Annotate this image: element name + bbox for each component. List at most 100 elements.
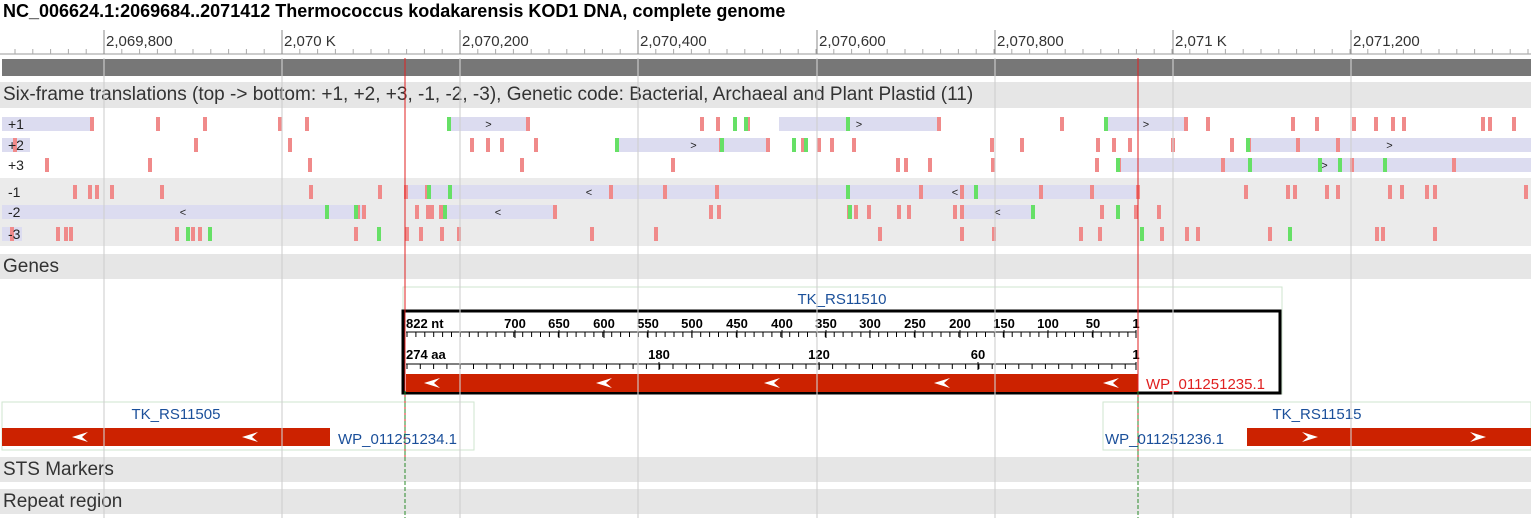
stop-codon	[486, 138, 490, 152]
coordinate-ruler[interactable]: 2,069,800 2,070 K 2,070,200 2,070,400 2,070,…	[0, 26, 1531, 56]
orf-segment[interactable]	[617, 138, 770, 152]
ruler-tick-label: 2,070,400	[640, 33, 707, 50]
sts-track-header[interactable]: STS Markers	[0, 457, 1531, 482]
stop-codon	[1221, 158, 1225, 172]
orf-segment[interactable]	[1248, 138, 1531, 152]
strand-chevron	[1103, 378, 1119, 388]
gene-bar-left[interactable]	[2, 428, 330, 446]
strand-chevron	[764, 378, 780, 388]
stop-codon	[1352, 117, 1356, 131]
stop-codon	[867, 205, 871, 219]
stop-codon	[1291, 117, 1295, 131]
start-codon	[447, 117, 451, 131]
stop-codon	[1196, 227, 1200, 241]
stop-codon	[716, 117, 720, 131]
orf-segment[interactable]	[406, 185, 1138, 199]
stop-codon	[1244, 185, 1248, 199]
start-codon	[804, 138, 808, 152]
stop-codon	[64, 227, 68, 241]
stop-codon	[854, 205, 858, 219]
stop-codon	[1171, 138, 1175, 152]
stop-codon	[95, 185, 99, 199]
nt-length-label: 822 nt	[406, 316, 444, 331]
nt-tick-label: 650	[548, 316, 570, 331]
stop-codon	[69, 227, 73, 241]
start-codon	[1116, 158, 1120, 172]
stop-codon	[1488, 117, 1492, 131]
gene-label-selected[interactable]: TK_RS11510	[798, 291, 887, 308]
genes-track-header[interactable]: Genes	[0, 254, 1531, 279]
stop-codon	[175, 227, 179, 241]
stop-codon	[1079, 227, 1083, 241]
start-codon	[354, 205, 358, 219]
repeat-track-header[interactable]: Repeat region	[0, 489, 1531, 514]
aa-tick-label: 120	[808, 347, 830, 362]
six-frame-track-title: Six-frame translations (top -> bottom: +…	[3, 84, 974, 105]
nt-tick-label: 700	[504, 316, 526, 331]
stop-codon	[1315, 117, 1319, 131]
gene-bar-right[interactable]	[1247, 428, 1531, 446]
orf-segment[interactable]	[1106, 117, 1186, 131]
orf-direction-arrow: >	[856, 119, 862, 131]
stop-codon	[156, 117, 160, 131]
nt-tick-label: 550	[637, 316, 659, 331]
orf-segment[interactable]	[779, 117, 939, 131]
stop-codon	[1481, 117, 1485, 131]
stop-codon	[896, 158, 900, 172]
stop-codon	[430, 205, 434, 219]
gene-label-left[interactable]: TK_RS11505	[132, 406, 221, 423]
start-codon	[1031, 205, 1035, 219]
stop-codon	[404, 185, 408, 199]
start-codon	[443, 205, 447, 219]
orf-direction-arrow: <	[495, 207, 501, 219]
stop-codon	[198, 227, 202, 241]
stop-codon	[654, 227, 658, 241]
orf-segment[interactable]	[449, 117, 528, 131]
six-frame-track[interactable]: > > > > > > < < < < < +1 +2 +3 -1 -2 -3	[0, 110, 1531, 250]
six-frame-track-header[interactable]: Six-frame translations (top -> bottom: +…	[0, 82, 1531, 108]
stop-codon	[160, 185, 164, 199]
repeat-track-title: Repeat region	[3, 491, 123, 512]
nt-tick-label: 250	[904, 316, 926, 331]
genes-track[interactable]: TK_RS11510 822 nt 700 650 600 550 500 450 400 35…	[0, 280, 1531, 455]
orf-segment[interactable]	[2, 117, 92, 131]
start-codon	[1318, 158, 1322, 172]
stop-codon	[308, 158, 312, 172]
orf-direction-arrow: <	[180, 207, 186, 219]
start-codon	[325, 205, 329, 219]
stop-codon	[1296, 138, 1300, 152]
orf-direction-arrow: >	[1386, 140, 1392, 152]
stop-codon	[953, 205, 957, 219]
stop-codon	[13, 138, 17, 152]
gene-label-right[interactable]: TK_RS11515	[1273, 406, 1362, 423]
aa-length-label: 274 aa	[406, 347, 447, 362]
nt-tick-label: 350	[815, 316, 837, 331]
start-codon	[448, 185, 452, 199]
protein-label-left[interactable]: WP_011251234.1	[338, 431, 457, 448]
stop-codon	[1350, 158, 1354, 172]
stop-codon	[992, 227, 996, 241]
stop-codon	[1136, 185, 1140, 199]
stop-codon	[671, 158, 675, 172]
stop-codon	[1157, 205, 1161, 219]
nt-tick-label: 1	[1132, 316, 1139, 331]
stop-codon	[278, 117, 282, 131]
overview-bar[interactable]	[2, 59, 1531, 76]
stop-codon	[991, 158, 995, 172]
orf-segment[interactable]	[441, 205, 555, 219]
ruler-tick-label: 2,070 K	[284, 33, 336, 50]
stop-codon	[1060, 117, 1064, 131]
ruler-tick-label: 2,069,800	[106, 33, 173, 50]
stop-codon	[1391, 117, 1395, 131]
protein-label-right[interactable]: WP_011251236.1	[1105, 431, 1224, 448]
start-codon	[427, 185, 431, 199]
stop-codon	[709, 205, 713, 219]
nt-tick-label: 300	[859, 316, 881, 331]
protein-label-selected[interactable]: WP_011251235.1	[1146, 376, 1265, 393]
stop-codon	[937, 117, 941, 131]
start-codon	[744, 117, 748, 131]
stop-codon	[1090, 185, 1094, 199]
orf-segment[interactable]	[2, 205, 364, 219]
orf-segment[interactable]	[962, 205, 1033, 219]
stop-codon	[1400, 185, 1404, 199]
